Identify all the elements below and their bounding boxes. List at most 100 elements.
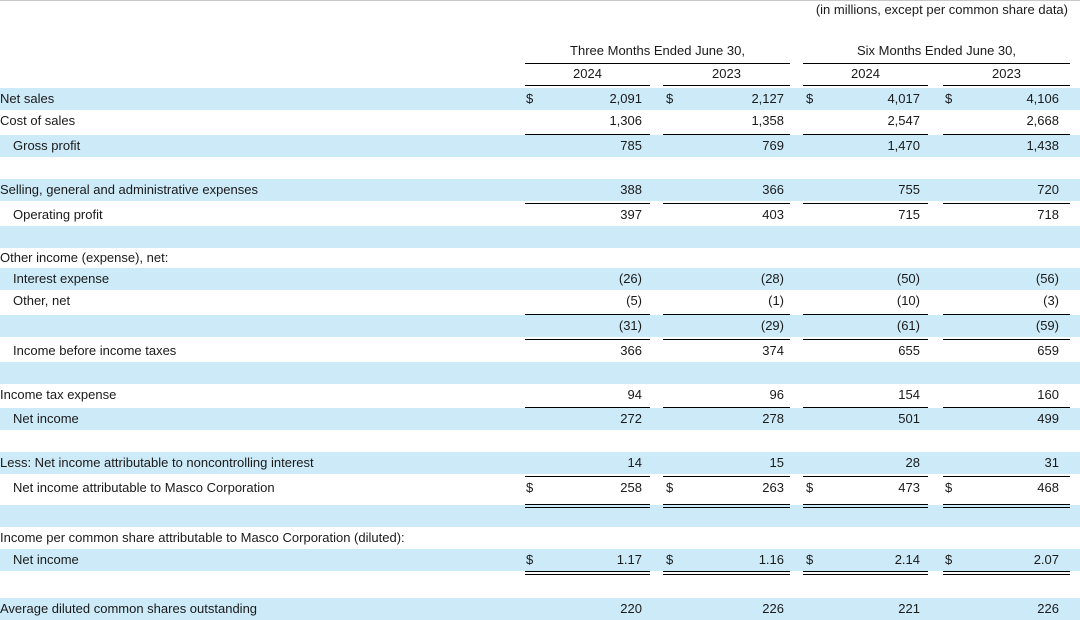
table-row: Gross profit 785 769 1,470 1,438 xyxy=(0,135,1080,157)
cell-value: 226 xyxy=(1037,601,1059,616)
subtotal-rule xyxy=(943,476,1070,477)
table-row: Income per common share attributable to … xyxy=(0,527,1080,549)
cell-value: 473 xyxy=(898,480,920,495)
currency-symbol: $ xyxy=(526,552,534,567)
table-row xyxy=(0,575,1080,597)
cell-value: 785 xyxy=(620,138,642,153)
table-row: Operating profit 397 403 715 718 xyxy=(0,204,1080,226)
cell-value: 655 xyxy=(898,343,920,358)
table-row: Income before income taxes 366 374 655 659 xyxy=(0,340,1080,362)
double-total-rule xyxy=(663,571,790,575)
subtotal-rule xyxy=(663,314,790,315)
row-label: Net income xyxy=(13,552,79,567)
double-total-rule xyxy=(943,504,1070,508)
cell-value: 278 xyxy=(762,411,784,426)
subtotal-rule xyxy=(943,203,1070,204)
cell-value: 258 xyxy=(620,480,642,495)
cell-value: 397 xyxy=(620,207,642,222)
table-row: Selling, general and administrative expe… xyxy=(0,179,1080,201)
row-label: Gross profit xyxy=(13,138,81,153)
cell-value: 2,127 xyxy=(751,91,784,106)
cell-value: 220 xyxy=(620,601,642,616)
year-rule xyxy=(525,85,650,86)
currency-symbol: $ xyxy=(526,91,534,106)
year-rule xyxy=(803,85,928,86)
cell-value: 755 xyxy=(898,182,920,197)
cell-value: 14 xyxy=(627,455,642,470)
row-label: Selling, general and administrative expe… xyxy=(0,182,258,197)
year-rule xyxy=(663,85,790,86)
year-header-ytd-2023: 2023 xyxy=(992,66,1021,81)
cell-value: 366 xyxy=(620,343,642,358)
row-label: Operating profit xyxy=(13,207,103,222)
subtotal-rule xyxy=(803,203,928,204)
subtotal-rule xyxy=(663,203,790,204)
subtotal-rule xyxy=(525,314,650,315)
table-row: Average diluted common shares outstandin… xyxy=(0,598,1080,620)
subtotal-rule xyxy=(525,339,650,340)
year-header-q-2024: 2024 xyxy=(573,66,602,81)
year-rule xyxy=(943,85,1070,86)
double-total-rule xyxy=(803,571,928,575)
cell-value: 4,106 xyxy=(1026,91,1059,106)
cell-value: (50) xyxy=(896,271,920,286)
cell-value: 720 xyxy=(1037,182,1059,197)
six-months-header-rule xyxy=(803,63,1070,64)
cell-value: 2.14 xyxy=(894,552,920,567)
table-row xyxy=(0,505,1080,527)
cell-value: 718 xyxy=(1037,207,1059,222)
currency-symbol: $ xyxy=(666,480,674,495)
cell-value: (3) xyxy=(1043,293,1059,308)
cell-value: 1,358 xyxy=(751,113,784,128)
currency-symbol: $ xyxy=(806,480,814,495)
table-row: Net sales $2,091 $2,127 $4,017 $4,106 xyxy=(0,88,1080,110)
cell-value: 15 xyxy=(769,455,784,470)
cell-value: 4,017 xyxy=(887,91,920,106)
subtotal-rule xyxy=(525,476,650,477)
cell-value: 1,306 xyxy=(609,113,642,128)
row-label: Net income attributable to Masco Corpora… xyxy=(13,480,275,495)
subtotal-rule xyxy=(943,134,1070,135)
cell-value: (31) xyxy=(618,318,642,333)
subtotal-rule xyxy=(943,314,1070,315)
three-months-header: Three Months Ended June 30, xyxy=(570,43,745,58)
table-row xyxy=(0,430,1080,452)
cell-value: 96 xyxy=(769,387,784,402)
row-label: Less: Net income attributable to noncont… xyxy=(0,455,314,470)
subtotal-rule xyxy=(525,203,650,204)
currency-symbol: $ xyxy=(945,91,953,106)
cell-value: 263 xyxy=(762,480,784,495)
top-border xyxy=(0,0,1080,1)
cell-value: 160 xyxy=(1037,387,1059,402)
subtotal-rule xyxy=(663,339,790,340)
row-label: Net income xyxy=(13,411,79,426)
cell-value: (1) xyxy=(768,293,784,308)
row-label: Income per common share attributable to … xyxy=(0,530,405,545)
cell-value: 403 xyxy=(762,207,784,222)
cell-value: 1.16 xyxy=(758,552,784,567)
cell-value: 468 xyxy=(1037,480,1059,495)
year-header-q-2023: 2023 xyxy=(712,66,741,81)
cell-value: 715 xyxy=(898,207,920,222)
double-total-rule xyxy=(663,504,790,508)
cell-value: 2.07 xyxy=(1033,552,1059,567)
cell-value: 94 xyxy=(627,387,642,402)
double-total-rule xyxy=(943,571,1070,575)
cell-value: 1.17 xyxy=(616,552,642,567)
currency-symbol: $ xyxy=(526,480,534,495)
currency-symbol: $ xyxy=(806,91,814,106)
table-row: Other income (expense), net: xyxy=(0,247,1080,269)
row-label: Other income (expense), net: xyxy=(0,250,169,265)
cell-value: 154 xyxy=(898,387,920,402)
subtotal-rule xyxy=(803,476,928,477)
cell-value: (29) xyxy=(760,318,784,333)
cell-value: 1,438 xyxy=(1026,138,1059,153)
double-total-rule xyxy=(525,571,650,575)
subtotal-rule xyxy=(943,407,1070,408)
subtotal-rule xyxy=(943,339,1070,340)
cell-value: 2,547 xyxy=(887,113,920,128)
subtotal-rule xyxy=(803,407,928,408)
cell-value: 226 xyxy=(762,601,784,616)
cell-value: (28) xyxy=(760,271,784,286)
cell-value: 31 xyxy=(1044,455,1059,470)
